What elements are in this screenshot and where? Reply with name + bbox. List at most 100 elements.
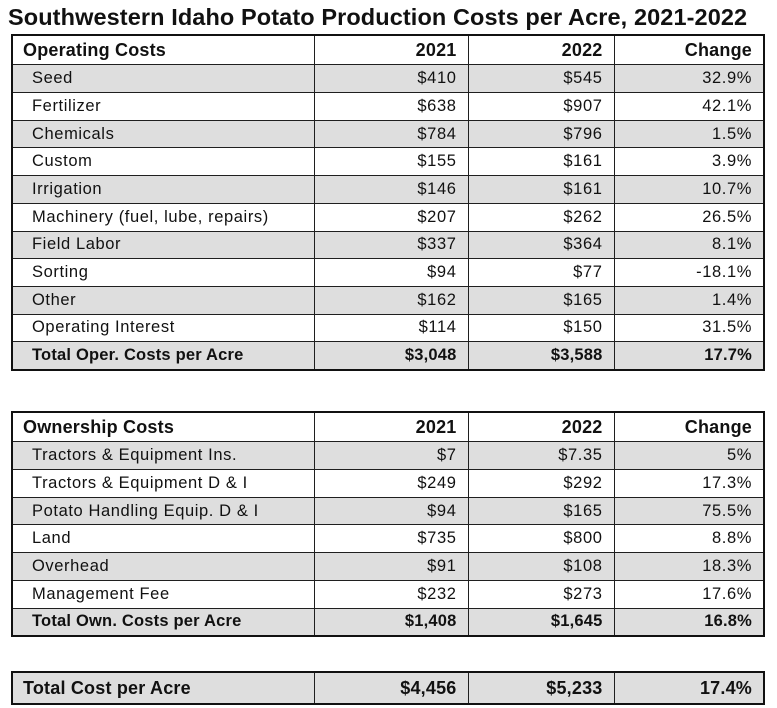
- ownership-header-2021: 2021: [313, 411, 469, 443]
- operating-total-row: Total Oper. Costs per Acre $3,048 $3,588 17…: [11, 341, 765, 371]
- operating-cell-2021: $146: [313, 175, 469, 204]
- ownership-cell-2022: $7.35: [467, 441, 615, 471]
- ownership-cell-label: Potato Handling Equip. D & I: [11, 496, 315, 526]
- total-cost-label: Total Cost per Acre: [11, 671, 315, 705]
- operating-cell-2021: $337: [313, 230, 469, 260]
- ownership-header-label: Ownership Costs: [11, 411, 315, 443]
- operating-cell-2021: $410: [313, 64, 469, 94]
- ownership-cell-2022: $292: [467, 469, 615, 498]
- table-row: Field Labor $337 $364 8.1%: [11, 230, 765, 260]
- table-row: Seed $410 $545 32.9%: [11, 64, 765, 94]
- ownership-total-change: 16.8%: [613, 607, 765, 637]
- operating-cell-2021: $638: [313, 92, 469, 121]
- table-row: Management Fee $232 $273 17.6%: [11, 579, 765, 609]
- ownership-total-label: Total Own. Costs per Acre: [11, 607, 315, 637]
- operating-cell-label: Operating Interest: [11, 313, 315, 343]
- operating-total-change: 17.7%: [613, 341, 765, 371]
- operating-cell-change: 26.5%: [613, 202, 765, 232]
- table-row: Potato Handling Equip. D & I $94 $165 75.5%: [11, 496, 765, 526]
- operating-header-label: Operating Costs: [11, 34, 315, 66]
- operating-header-row: Operating Costs 2021 2022 Change: [11, 34, 765, 66]
- operating-cell-2021: $114: [313, 313, 469, 343]
- ownership-cell-label: Land: [11, 524, 315, 554]
- ownership-cell-change: 17.6%: [613, 579, 765, 609]
- table-row: Overhead $91 $108 18.3%: [11, 552, 765, 581]
- table-row: Fertilizer $638 $907 42.1%: [11, 92, 765, 121]
- operating-cell-label: Field Labor: [11, 230, 315, 260]
- total-cost-2021: $4,456: [313, 671, 469, 705]
- operating-cell-label: Seed: [11, 64, 315, 94]
- total-cost-2022: $5,233: [467, 671, 615, 705]
- operating-total-2021: $3,048: [313, 341, 469, 371]
- ownership-cell-label: Overhead: [11, 552, 315, 581]
- operating-cell-change: 31.5%: [613, 313, 765, 343]
- operating-cell-change: 3.9%: [613, 147, 765, 177]
- operating-cell-label: Custom: [11, 147, 315, 177]
- operating-cell-label: Chemicals: [11, 119, 315, 149]
- table-row: Sorting $94 $77 -18.1%: [11, 258, 765, 287]
- ownership-cell-2021: $7: [313, 441, 469, 471]
- table-row: Tractors & Equipment D & I $249 $292 17.3%: [11, 469, 765, 498]
- ownership-total-2022: $1,645: [467, 607, 615, 637]
- ownership-cell-2021: $232: [313, 579, 469, 609]
- operating-cell-2022: $262: [467, 202, 615, 232]
- operating-header-2021: 2021: [313, 34, 469, 66]
- ownership-cell-label: Tractors & Equipment Ins.: [11, 441, 315, 471]
- ownership-cell-change: 75.5%: [613, 496, 765, 526]
- operating-cell-2022: $165: [467, 285, 615, 315]
- ownership-cell-2022: $108: [467, 552, 615, 581]
- table-row: Chemicals $784 $796 1.5%: [11, 119, 765, 149]
- ownership-header-2022: 2022: [467, 411, 615, 443]
- operating-costs-table: Operating Costs 2021 2022 Change Seed $410 $54…: [11, 34, 765, 371]
- operating-cell-change: 10.7%: [613, 175, 765, 204]
- table-row: Land $735 $800 8.8%: [11, 524, 765, 554]
- ownership-total-row: Total Own. Costs per Acre $1,408 $1,645 16.…: [11, 607, 765, 637]
- operating-header-2022: 2022: [467, 34, 615, 66]
- ownership-cell-change: 18.3%: [613, 552, 765, 581]
- operating-cell-change: 8.1%: [613, 230, 765, 260]
- ownership-cell-change: 17.3%: [613, 469, 765, 498]
- operating-cell-label: Irrigation: [11, 175, 315, 204]
- operating-cell-label: Fertilizer: [11, 92, 315, 121]
- operating-cell-change: -18.1%: [613, 258, 765, 287]
- table-row: Custom $155 $161 3.9%: [11, 147, 765, 177]
- total-cost-change: 17.4%: [613, 671, 765, 705]
- ownership-cell-2022: $273: [467, 579, 615, 609]
- table-row: Machinery (fuel, lube, repairs) $207 $262 2…: [11, 202, 765, 232]
- operating-cell-label: Machinery (fuel, lube, repairs): [11, 202, 315, 232]
- ownership-cell-change: 8.8%: [613, 524, 765, 554]
- ownership-cell-2021: $91: [313, 552, 469, 581]
- ownership-total-2021: $1,408: [313, 607, 469, 637]
- operating-cell-2021: $94: [313, 258, 469, 287]
- operating-cell-2022: $364: [467, 230, 615, 260]
- ownership-cell-2021: $735: [313, 524, 469, 554]
- table-row: Tractors & Equipment Ins. $7 $7.35 5%: [11, 441, 765, 471]
- operating-cell-change: 42.1%: [613, 92, 765, 121]
- operating-total-2022: $3,588: [467, 341, 615, 371]
- operating-total-label: Total Oper. Costs per Acre: [11, 341, 315, 371]
- ownership-header-change: Change: [613, 411, 765, 443]
- ownership-costs-table: Ownership Costs 2021 2022 Change Tractors & …: [11, 411, 765, 638]
- operating-cell-label: Other: [11, 285, 315, 315]
- ownership-cell-label: Management Fee: [11, 579, 315, 609]
- total-cost-table: Total Cost per Acre $4,456 $5,233 17.4%: [11, 671, 765, 705]
- operating-cell-2022: $907: [467, 92, 615, 121]
- operating-cell-2021: $162: [313, 285, 469, 315]
- table-row: Operating Interest $114 $150 31.5%: [11, 313, 765, 343]
- page-title: Southwestern Idaho Potato Production Cos…: [8, 4, 748, 30]
- ownership-cell-2022: $800: [467, 524, 615, 554]
- operating-cell-change: 1.4%: [613, 285, 765, 315]
- operating-cell-2022: $150: [467, 313, 615, 343]
- operating-cell-2021: $207: [313, 202, 469, 232]
- table-row: Irrigation $146 $161 10.7%: [11, 175, 765, 204]
- operating-cell-2022: $545: [467, 64, 615, 94]
- ownership-cell-2021: $94: [313, 496, 469, 526]
- ownership-cell-2022: $165: [467, 496, 615, 526]
- total-cost-row: Total Cost per Acre $4,456 $5,233 17.4%: [11, 671, 765, 705]
- operating-cell-change: 1.5%: [613, 119, 765, 149]
- operating-cell-label: Sorting: [11, 258, 315, 287]
- operating-cell-2022: $161: [467, 175, 615, 204]
- operating-header-change: Change: [613, 34, 765, 66]
- operating-cell-2022: $796: [467, 119, 615, 149]
- operating-cell-change: 32.9%: [613, 64, 765, 94]
